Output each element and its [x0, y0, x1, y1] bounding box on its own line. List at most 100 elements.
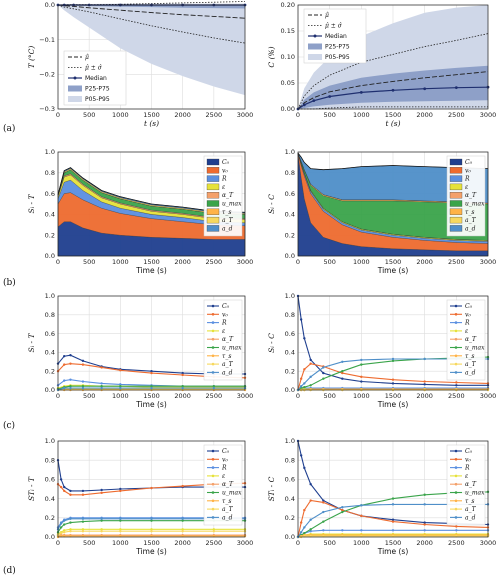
legend-swatch-dot-C0: [454, 449, 458, 453]
legend-swatch-dot-eps: [454, 329, 458, 333]
legend-label-R: R: [464, 465, 470, 472]
x-axis-label: Time (s): [377, 400, 409, 409]
legend-label-v0: v₀: [465, 167, 471, 174]
y-tick-label: 0.6: [285, 330, 295, 338]
legend-label-tau: τ_s: [465, 209, 474, 216]
legend-box: [203, 299, 243, 381]
point-C0: [303, 337, 306, 340]
point-aT: [391, 534, 395, 538]
legend-swatch-dot-umax: [211, 346, 215, 349]
legend-swatch-eps: [449, 183, 463, 191]
y-tick-label: 0.4: [45, 349, 55, 357]
y-tick-label: −0.2: [39, 71, 55, 79]
x-tick-label: 1000: [112, 392, 129, 400]
point-aT: [119, 530, 122, 533]
point-umax: [100, 385, 103, 388]
point-aT: [212, 530, 216, 533]
legend-label-umax: u_max: [222, 201, 242, 208]
legend-label-ad: a_d: [465, 225, 476, 232]
x-axis-label: t (s): [385, 119, 400, 128]
legend-label: Median: [325, 33, 347, 40]
x-tick-label: 2000: [416, 539, 433, 547]
x-tick-label: 1500: [385, 111, 402, 119]
x-tick-label: 500: [83, 258, 95, 266]
x-tick-label: 1500: [143, 258, 160, 266]
point-aT: [63, 531, 66, 534]
x-tick-label: 1500: [385, 258, 402, 266]
median-point: [312, 99, 316, 103]
y-tick-label: 0.6: [285, 476, 295, 484]
legend-label-aT: a_T: [222, 361, 234, 368]
legend-swatch-C0: [449, 158, 463, 166]
y-tick-label: 0.4: [45, 495, 55, 503]
point-C0: [455, 384, 458, 387]
point-v0: [69, 493, 72, 496]
legend-swatch-R: [206, 175, 220, 182]
legend-swatch-dot-v0: [211, 313, 215, 316]
point-aT: [100, 530, 103, 533]
point-aT: [303, 534, 306, 538]
point-C0: [303, 466, 306, 470]
legend-swatch-dot-R: [454, 466, 458, 469]
x-tick-label: 3000: [480, 111, 497, 119]
y-axis-label: Sᵢ - T: [27, 333, 36, 353]
legend-swatch-dot-alphaT: [454, 337, 458, 341]
legend-label: P05-P95: [325, 54, 350, 61]
x-tick-label: 2500: [206, 111, 223, 119]
median-point: [423, 87, 427, 91]
legend-swatch-dot-umax: [454, 491, 458, 494]
point-tau: [69, 534, 72, 538]
legend-swatch-dot-aT: [454, 507, 458, 511]
point-umax: [69, 385, 72, 388]
point-C0: [391, 382, 395, 385]
y-tick-label: 0.8: [45, 456, 55, 464]
point-ad: [299, 531, 303, 534]
x-tick-label: 500: [323, 258, 335, 266]
y-tick-label: 1.0: [45, 292, 55, 300]
point-umax: [63, 523, 66, 526]
legend-label: μ̂ ± σ̂: [85, 65, 103, 72]
legend-label-umax: u_max: [222, 490, 242, 497]
legend-swatch-p25: [68, 85, 82, 92]
legend-label-v0: v₀: [222, 167, 228, 174]
legend-swatch-dot-ad: [454, 516, 458, 519]
axes-frame: [297, 4, 489, 110]
legend-swatch-dot-tau: [454, 354, 458, 358]
legend-swatch-dot-ad: [211, 516, 215, 519]
y-tick-label: 0.15: [281, 27, 295, 35]
axes-frame: [57, 440, 246, 538]
legend-swatch-dot-v0: [454, 458, 458, 461]
point-umax: [81, 520, 85, 523]
x-tick-label: 1500: [385, 392, 402, 400]
legend-swatch-p05: [68, 96, 82, 102]
x-tick-label: 2500: [448, 111, 465, 119]
legend-swatch-dot-C0: [454, 304, 458, 308]
point-C0: [309, 358, 312, 362]
point-C0: [63, 354, 66, 358]
legend-label-tau: τ_s: [222, 209, 231, 216]
legend-label-R: R: [464, 176, 470, 183]
line-ad: [57, 387, 245, 391]
legend-label-alphaT: α_T: [465, 481, 477, 488]
point-v0: [303, 508, 306, 512]
legend-label: P05-P95: [85, 96, 110, 103]
x-tick-label: 1500: [143, 539, 160, 547]
x-tick-label: 2000: [174, 392, 191, 400]
point-C0: [322, 371, 325, 375]
point-v0: [299, 377, 303, 380]
legend-swatch-dot-C0: [211, 449, 215, 453]
median-point: [302, 103, 306, 107]
x-tick-label: 500: [83, 111, 95, 119]
x-tick-label: 1000: [353, 111, 370, 119]
point-C0: [309, 483, 312, 486]
legend-label-alphaT: α_T: [222, 192, 234, 199]
point-umax: [59, 526, 63, 529]
point-v0: [59, 485, 63, 489]
x-tick-label: 3000: [237, 392, 254, 400]
point-v0: [341, 508, 344, 512]
band-p25-p75: [58, 5, 245, 9]
point-C0: [81, 489, 85, 493]
point-v0: [100, 491, 103, 495]
